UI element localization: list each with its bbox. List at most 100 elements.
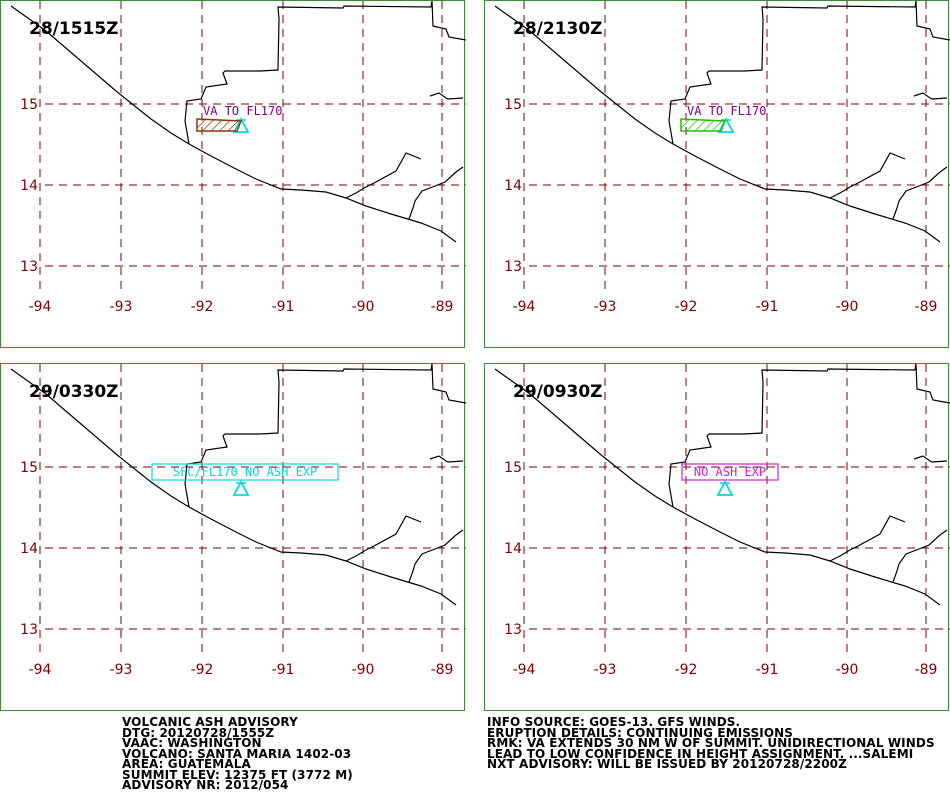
coastline <box>10 364 466 606</box>
lat-tick-label: 15 <box>504 97 522 113</box>
lon-tick-label: -91 <box>272 662 295 678</box>
border-line <box>915 1 950 41</box>
lon-tick-label: -92 <box>191 662 214 678</box>
lon-tick-label: -89 <box>431 299 454 315</box>
coastline <box>10 1 466 243</box>
advisory-line: LEAD TO LOW CONFIDENCE IN HEIGHT ASSIGNM… <box>487 746 914 761</box>
lon-tick-label: -90 <box>352 662 375 678</box>
border-line <box>892 529 948 583</box>
border-line <box>408 166 464 220</box>
border-line <box>913 92 948 100</box>
map-panel-2: 15 14 13 -94 -93 -92 -91 -90 -89 VA TO FL170 28/2… <box>484 0 950 348</box>
lon-tick-label: -93 <box>110 299 133 315</box>
border-line <box>668 364 917 508</box>
border-line <box>184 1 433 145</box>
lon-tick-label: -94 <box>29 662 52 678</box>
map-panel-4: 15 14 13 -94 -93 -92 -91 -90 -89 NO ASH EXP 29/09… <box>484 363 950 711</box>
lat-tick-label: 14 <box>504 541 522 557</box>
panel-time: 28/1515Z <box>29 19 119 39</box>
border-line <box>668 1 917 145</box>
advisory-line: AREA: GUATEMALA <box>122 757 251 771</box>
lon-tick-label: -94 <box>29 299 52 315</box>
panel-time: 29/0930Z <box>513 382 603 402</box>
map-graphic: 15 14 13 -94 -93 -92 -91 -90 -89 VA TO FL170 <box>10 1 466 315</box>
coastline <box>494 1 950 243</box>
advisory-line: ADVISORY NR: 2012/054 <box>122 778 289 792</box>
map-graphic: 15 14 13 -94 -93 -92 -91 -90 -89 NO ASH EXP <box>494 364 950 678</box>
lon-tick-label: -90 <box>836 662 859 678</box>
border-line <box>10 5 457 243</box>
border-line <box>431 1 466 41</box>
lat-tick-label: 14 <box>20 178 38 194</box>
lon-tick-label: -94 <box>513 299 536 315</box>
border-line <box>494 5 941 243</box>
lat-tick-label: 15 <box>504 460 522 476</box>
border-line <box>431 364 466 404</box>
graticule <box>39 364 466 653</box>
advisory-text-left: VOLCANIC ASH ADVISORY DTG: 20120728/1555… <box>122 715 353 792</box>
triangle-icon <box>716 480 734 496</box>
lat-tick-label: 15 <box>20 97 38 113</box>
advisory-line: INFO SOURCE: GOES-13. GFS WINDS. <box>487 715 741 729</box>
border-line <box>184 364 433 508</box>
lon-tick-label: -90 <box>352 299 375 315</box>
triangle-icon <box>232 480 250 496</box>
border-line <box>829 152 906 199</box>
map-panel-3: 15 14 13 -94 -93 -92 -91 -90 -89 SFC/FL170 NO ASH… <box>0 363 466 711</box>
lon-tick-label: -90 <box>836 299 859 315</box>
graticule <box>39 1 466 290</box>
border-line <box>913 455 948 463</box>
advisory-line: VAAC: WASHINGTON <box>122 736 262 750</box>
advisory-line: DTG: 20120728/1555Z <box>122 725 275 740</box>
panel-time: 28/2130Z <box>513 19 603 39</box>
ash-label: VA TO FL170 <box>687 104 766 118</box>
lat-tick-label: 14 <box>504 178 522 194</box>
advisory-line: RMK: VA EXTENDS 30 NM W OF SUMMIT. UNIDI… <box>487 736 935 750</box>
lat-tick-label: 13 <box>20 622 38 638</box>
border-line <box>429 455 464 463</box>
lon-tick-label: -91 <box>272 299 295 315</box>
lat-tick-label: 15 <box>20 460 38 476</box>
advisory-line: SUMMIT ELEV: 12375 FT (3772 M) <box>122 767 353 782</box>
ash-label-box <box>151 463 339 481</box>
ash-label-box <box>681 463 779 481</box>
lon-tick-label: -89 <box>431 662 454 678</box>
ash-area-polygon <box>680 118 727 132</box>
advisory-line: NXT ADVISORY: WILL BE ISSUED BY 20120728… <box>487 757 847 771</box>
border-line <box>915 364 950 404</box>
lat-tick-label: 13 <box>20 259 38 275</box>
lon-tick-label: -92 <box>191 299 214 315</box>
border-line <box>345 152 422 199</box>
lon-tick-label: -92 <box>675 662 698 678</box>
lon-tick-label: -94 <box>513 662 536 678</box>
border-line <box>345 515 422 562</box>
coastline <box>494 364 950 606</box>
graticule <box>523 1 950 290</box>
map-graphic: 15 14 13 -94 -93 -92 -91 -90 -89 VA TO FL170 <box>494 1 950 315</box>
border-line <box>10 368 457 606</box>
border-line <box>494 368 941 606</box>
ash-label: NO ASH EXP <box>694 465 766 479</box>
ash-area-polygon <box>196 118 243 132</box>
lon-tick-label: -91 <box>756 299 779 315</box>
border-line <box>408 529 464 583</box>
lat-tick-label: 13 <box>504 622 522 638</box>
lon-tick-label: -89 <box>915 299 938 315</box>
border-line <box>429 92 464 100</box>
advisory-line: VOLCANO: SANTA MARIA 1402-03 <box>122 746 352 761</box>
advisory-line: VOLCANIC ASH ADVISORY <box>122 715 298 729</box>
lat-tick-label: 14 <box>20 541 38 557</box>
lon-tick-label: -92 <box>675 299 698 315</box>
lon-tick-label: -91 <box>756 662 779 678</box>
lon-tick-label: -93 <box>594 662 617 678</box>
border-line <box>892 166 948 220</box>
lon-tick-label: -89 <box>915 662 938 678</box>
map-graphic: 15 14 13 -94 -93 -92 -91 -90 -89 SFC/FL170 NO ASH… <box>10 364 466 678</box>
map-panel-1: 15 14 13 -94 -93 -92 -91 -90 -89 VA TO FL170 28/1… <box>0 0 466 348</box>
panel-time: 29/0330Z <box>29 382 119 402</box>
lon-tick-label: -93 <box>110 662 133 678</box>
lat-tick-label: 13 <box>504 259 522 275</box>
graticule <box>523 364 950 653</box>
ash-label: SFC/FL170 NO ASH EXP <box>173 465 318 479</box>
advisory-text-right: INFO SOURCE: GOES-13. GFS WINDS. ERUPTIO… <box>487 715 935 771</box>
